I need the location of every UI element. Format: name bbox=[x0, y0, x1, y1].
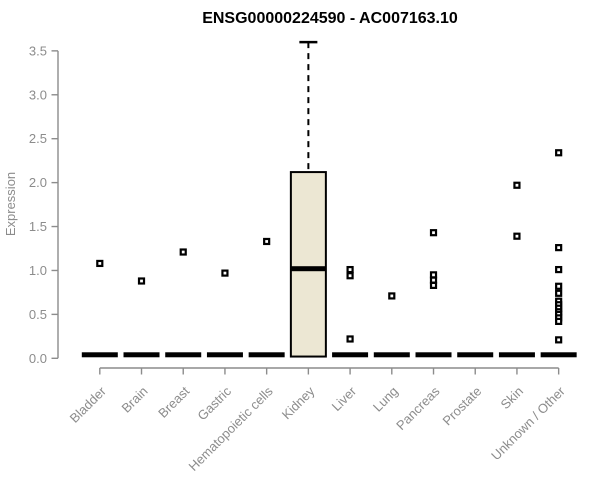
outlier-point bbox=[388, 292, 396, 300]
x-category-label: Bladder bbox=[67, 383, 110, 426]
outlier-point bbox=[429, 229, 438, 237]
outlier-point bbox=[555, 317, 563, 326]
x-category-label: Gastric bbox=[194, 383, 234, 423]
y-tick-label: 3.0 bbox=[29, 87, 47, 102]
y-tick-label: 2.5 bbox=[29, 131, 47, 146]
outlier-point bbox=[179, 248, 187, 256]
outlier-point bbox=[263, 237, 271, 246]
boxplot-box bbox=[289, 171, 327, 358]
zero-bar bbox=[332, 352, 369, 358]
outlier-point bbox=[555, 289, 563, 297]
outlier-point bbox=[555, 282, 563, 290]
outlier-point bbox=[137, 277, 146, 285]
zero-bar bbox=[165, 352, 202, 358]
outlier-point bbox=[513, 232, 521, 240]
x-category-label: Lung bbox=[370, 384, 401, 415]
y-tick-label: 1.0 bbox=[29, 263, 47, 278]
zero-bar bbox=[123, 352, 160, 358]
y-tick-label: 3.5 bbox=[29, 43, 47, 58]
x-category-label: Skin bbox=[498, 384, 526, 412]
outlier-point bbox=[346, 272, 354, 280]
outlier-point bbox=[429, 281, 438, 289]
x-category-label: Unknown / Other bbox=[488, 383, 568, 463]
zero-bar bbox=[540, 352, 577, 358]
zero-bar bbox=[415, 352, 452, 358]
chart-title: ENSG00000224590 - AC007163.10 bbox=[202, 10, 458, 27]
y-tick-label: 0.0 bbox=[29, 351, 47, 366]
zero-bar bbox=[206, 352, 243, 358]
x-category-label: Pancreas bbox=[393, 383, 443, 433]
outlier-point bbox=[346, 265, 354, 274]
y-axis-title: Expression bbox=[3, 172, 18, 236]
boxplot-median bbox=[290, 266, 326, 272]
y-tick-label: 1.5 bbox=[29, 219, 47, 234]
outlier-point bbox=[346, 335, 354, 343]
plot-area: 0.0 0.5 1.0 1.5 2.0 2.5 3.0 3.5 Bladder Brain Brea… bbox=[29, 40, 577, 474]
outlier-point bbox=[555, 244, 563, 252]
outlier-point bbox=[513, 181, 521, 189]
zero-bar bbox=[81, 352, 118, 358]
outlier-point bbox=[555, 265, 563, 274]
zero-bar bbox=[498, 352, 535, 358]
outlier-point bbox=[96, 259, 104, 268]
x-category-label: Liver bbox=[329, 383, 360, 414]
outlier-point bbox=[555, 149, 563, 157]
outlier-point bbox=[555, 336, 563, 344]
x-category-label: Breast bbox=[155, 383, 192, 420]
x-category-label: Brain bbox=[119, 384, 151, 416]
y-tick-label: 2.0 bbox=[29, 175, 47, 190]
outlier-point bbox=[221, 269, 229, 277]
y-tick-label: 0.5 bbox=[29, 307, 47, 322]
zero-bar bbox=[457, 352, 494, 358]
x-category-label: Kidney bbox=[279, 383, 318, 422]
zero-bar bbox=[373, 352, 410, 358]
x-category-label: Prostate bbox=[440, 384, 485, 429]
zero-bar bbox=[248, 352, 285, 358]
